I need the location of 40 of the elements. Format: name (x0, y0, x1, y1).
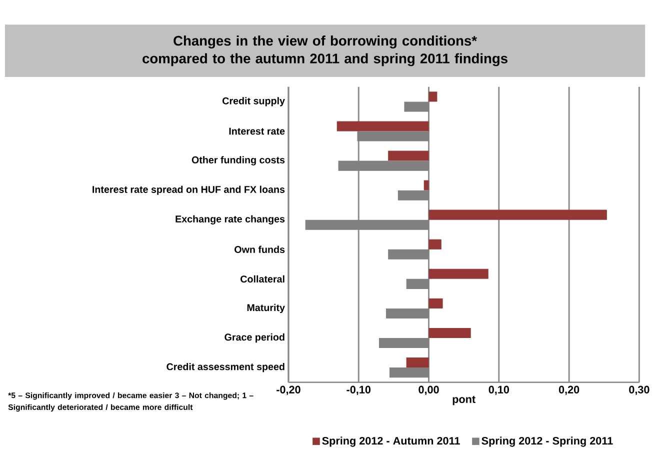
y-tick-label: Own funds (234, 246, 285, 253)
bar (398, 190, 429, 200)
bar (406, 357, 429, 368)
bar (406, 278, 429, 289)
bar (428, 298, 443, 308)
bar (404, 101, 429, 112)
bar (338, 160, 429, 171)
x-tick-label: 0,00 (418, 386, 439, 395)
bar (386, 308, 429, 318)
bar (428, 91, 438, 102)
x-tick-label: 0,10 (488, 386, 509, 395)
x-tick-label: -0,10 (346, 386, 371, 395)
y-tick-label: Grace period (224, 333, 284, 342)
y-tick-label: Interest rate spread on HUF and FX loans (92, 186, 285, 195)
bar (336, 120, 429, 132)
bar (424, 180, 429, 190)
bar (389, 367, 429, 378)
y-tick-label: Credit assessment speed (166, 362, 284, 372)
y-tick-label: Collateral (240, 275, 284, 282)
bar (378, 338, 429, 348)
x-tick-label: -0,20 (276, 386, 300, 395)
y-tick-label: Exchange rate changes (176, 215, 285, 224)
y-tick-label: Credit supply (222, 96, 285, 106)
legend-label: Spring 2012 - Spring 2011 (482, 436, 613, 447)
bar (428, 239, 442, 250)
chart-title: Changes in the view of borrowing conditions* compared to the autumn 2011 and spring 2011 findings (142, 35, 508, 66)
x-tick-label: 0,30 (629, 386, 650, 395)
legend-label: Spring 2012 - Autumn 2011 (322, 436, 460, 447)
bar (428, 210, 607, 220)
y-tick-label: Other funding costs (192, 156, 285, 166)
y-tick-label: Maturity (247, 304, 285, 313)
bar (428, 328, 471, 338)
bar (388, 249, 429, 260)
bar (428, 268, 488, 279)
bar (357, 131, 429, 142)
bar (388, 150, 429, 161)
x-tick-label: 0,20 (558, 386, 580, 395)
y-tick-label: Interest rate (229, 128, 285, 134)
bar (305, 220, 429, 230)
x-axis-title: pont (452, 396, 476, 405)
